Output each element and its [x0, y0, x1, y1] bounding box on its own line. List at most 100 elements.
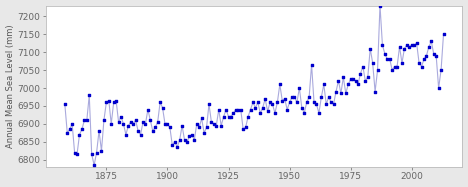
Point [379, 44, 386, 47]
Point [108, 122, 115, 125]
Point [428, 40, 435, 43]
Point [325, 96, 332, 99]
Point [227, 115, 234, 118]
Point [318, 96, 325, 99]
Point [320, 83, 328, 86]
Point [122, 133, 130, 136]
Point [244, 115, 252, 118]
Point [208, 121, 215, 124]
Point [350, 78, 357, 81]
Point [401, 47, 408, 50]
Point [340, 76, 347, 79]
Point [406, 45, 413, 48]
Point [254, 101, 262, 104]
Point [437, 69, 445, 72]
Point [174, 146, 181, 149]
Point [313, 103, 320, 106]
Point [137, 133, 144, 136]
Point [335, 79, 342, 82]
Point [93, 151, 100, 154]
Point [134, 130, 142, 133]
Point [130, 122, 137, 125]
Point [271, 112, 278, 115]
Point [308, 63, 315, 66]
Point [357, 72, 364, 75]
Point [425, 45, 432, 48]
Point [413, 42, 420, 45]
Point [274, 101, 281, 104]
Point [369, 61, 376, 64]
Point [347, 78, 354, 81]
Point [259, 106, 266, 109]
Point [332, 90, 340, 93]
Point [86, 94, 93, 97]
Point [124, 124, 132, 127]
Point [381, 53, 388, 56]
Point [269, 103, 276, 106]
Point [64, 131, 71, 134]
Point [410, 44, 418, 47]
Point [156, 101, 164, 104]
Point [262, 97, 269, 100]
Point [315, 112, 322, 115]
Point [120, 122, 127, 125]
Point [296, 87, 303, 90]
Point [100, 119, 108, 122]
Point [80, 119, 88, 122]
Point [210, 122, 218, 125]
Point [252, 106, 259, 109]
Point [391, 65, 398, 68]
Point [286, 101, 293, 104]
Point [328, 101, 335, 104]
Point [408, 44, 416, 47]
Point [374, 69, 381, 72]
Point [276, 83, 284, 86]
Point [420, 58, 428, 61]
Point [306, 96, 313, 99]
Point [176, 139, 183, 142]
Point [278, 99, 286, 102]
Point [225, 115, 232, 118]
Point [247, 108, 254, 111]
Point [232, 108, 240, 111]
Point [168, 144, 176, 147]
Point [188, 133, 196, 136]
Point [440, 33, 447, 36]
Point [139, 121, 147, 124]
Point [432, 54, 440, 57]
Point [98, 149, 105, 152]
Point [154, 121, 161, 124]
Point [415, 61, 423, 64]
Point [178, 124, 186, 127]
Point [73, 153, 81, 156]
Point [430, 53, 438, 56]
Point [95, 130, 103, 133]
Point [117, 115, 125, 118]
Point [240, 128, 247, 131]
Point [303, 101, 310, 104]
Point [110, 101, 117, 104]
Point [393, 65, 401, 68]
Point [220, 115, 227, 118]
Point [396, 45, 403, 48]
Point [403, 44, 410, 47]
Point [256, 112, 264, 115]
Point [132, 119, 139, 122]
Point [291, 96, 298, 99]
Point [159, 106, 166, 109]
Point [190, 139, 198, 142]
Point [198, 117, 205, 120]
Point [71, 151, 78, 154]
Point [61, 103, 69, 106]
Point [310, 101, 318, 104]
Point [418, 65, 425, 68]
Point [388, 69, 396, 72]
Point [264, 110, 271, 113]
Point [366, 47, 374, 50]
Point [76, 133, 83, 136]
Point [144, 108, 152, 111]
Point [218, 124, 225, 127]
Point [102, 101, 110, 104]
Point [362, 79, 369, 82]
Point [284, 108, 291, 111]
